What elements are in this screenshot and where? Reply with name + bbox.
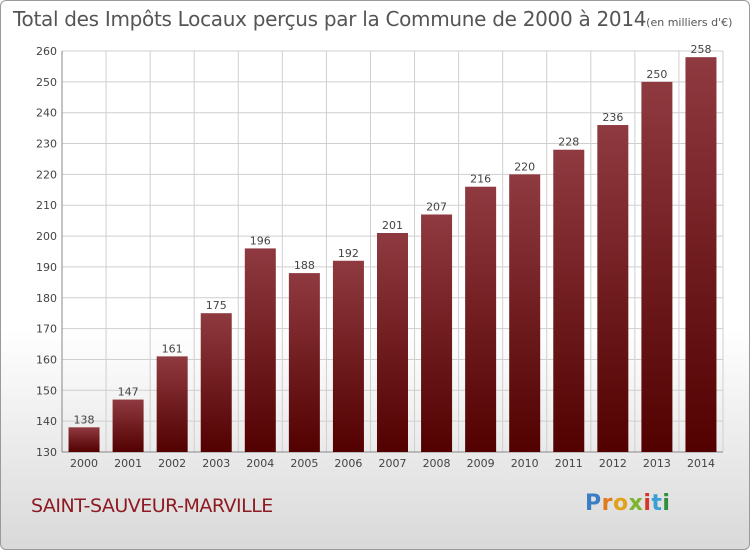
x-tick-label: 2011 — [555, 457, 583, 470]
x-tick-label: 2013 — [643, 457, 671, 470]
bar-2010 — [509, 174, 541, 452]
logo-letter: i — [643, 491, 652, 516]
x-tick-label: 2010 — [511, 457, 539, 470]
bars — [68, 57, 717, 453]
bar-2005 — [288, 273, 320, 452]
y-tick-label: 160 — [36, 353, 57, 366]
x-tick-label: 2001 — [114, 457, 142, 470]
logo-letter: x — [628, 491, 644, 516]
proxiti-logo: Proxiti — [585, 491, 670, 516]
bar-2000 — [68, 427, 100, 452]
value-label: 175 — [206, 299, 227, 312]
chart-title-main: Total des Impôts Locaux perçus par la Co… — [13, 7, 647, 31]
value-label: 196 — [250, 234, 271, 247]
x-tick-label: 2005 — [290, 457, 318, 470]
commune-name: SAINT-SAUVEUR-MARVILLE — [31, 495, 273, 517]
bar-2009 — [465, 186, 497, 452]
bar-2004 — [244, 248, 276, 452]
value-label: 250 — [646, 68, 667, 81]
y-tick-label: 260 — [36, 45, 57, 58]
x-tick-label: 2009 — [467, 457, 495, 470]
y-tick-label: 130 — [36, 446, 57, 459]
value-label: 236 — [602, 111, 623, 124]
labels: 130 140 150 160 170 180 190 200 210 220 230 240 250 2… — [36, 43, 715, 470]
y-tick-label: 220 — [36, 168, 57, 181]
x-tick-label: 2004 — [246, 457, 274, 470]
value-label: 188 — [294, 259, 315, 272]
x-tick-label: 2007 — [379, 457, 407, 470]
value-label: 216 — [470, 173, 491, 186]
y-tick-label: 150 — [36, 384, 57, 397]
bar-2006 — [332, 260, 364, 452]
bar-2011 — [553, 149, 585, 452]
logo-letter: P — [585, 491, 602, 516]
x-tick-label: 2008 — [423, 457, 451, 470]
y-tick-label: 140 — [36, 415, 57, 428]
value-label: 147 — [118, 386, 139, 399]
x-tick-label: 2002 — [158, 457, 186, 470]
bar-2012 — [597, 125, 629, 453]
y-tick-label: 180 — [36, 292, 57, 305]
logo-letter: i — [662, 491, 671, 516]
x-tick-label: 2003 — [202, 457, 230, 470]
bar-2001 — [112, 399, 144, 452]
y-tick-label: 210 — [36, 199, 57, 212]
bar-2014 — [685, 57, 717, 453]
x-tick-label: 2014 — [687, 457, 715, 470]
value-label: 201 — [382, 219, 403, 232]
bar-2008 — [421, 214, 453, 452]
value-label: 207 — [426, 200, 447, 213]
logo-letter: o — [612, 491, 629, 516]
value-label: 192 — [338, 247, 359, 260]
y-tick-label: 170 — [36, 323, 57, 336]
y-tick-label: 240 — [36, 107, 57, 120]
x-tick-label: 2000 — [70, 457, 98, 470]
bar-2002 — [156, 356, 188, 452]
chart-title-unit: (en milliers d'€) — [646, 16, 733, 29]
value-label: 220 — [514, 160, 535, 173]
value-label: 228 — [558, 136, 579, 149]
logo-letter: t — [651, 491, 663, 516]
y-tick-label: 200 — [36, 230, 57, 243]
y-tick-label: 190 — [36, 261, 57, 274]
value-label: 161 — [162, 342, 183, 355]
y-tick-label: 250 — [36, 76, 57, 89]
x-tick-label: 2006 — [334, 457, 362, 470]
value-label: 138 — [74, 413, 95, 426]
y-tick-label: 230 — [36, 138, 57, 151]
bar-2003 — [200, 313, 232, 452]
chart-title: Total des Impôts Locaux perçus par la Co… — [13, 7, 732, 31]
logo-letter: r — [601, 491, 613, 516]
x-tick-label: 2012 — [599, 457, 627, 470]
value-label: 258 — [690, 43, 711, 56]
bar-2013 — [641, 81, 673, 452]
bar-2007 — [377, 232, 408, 452]
